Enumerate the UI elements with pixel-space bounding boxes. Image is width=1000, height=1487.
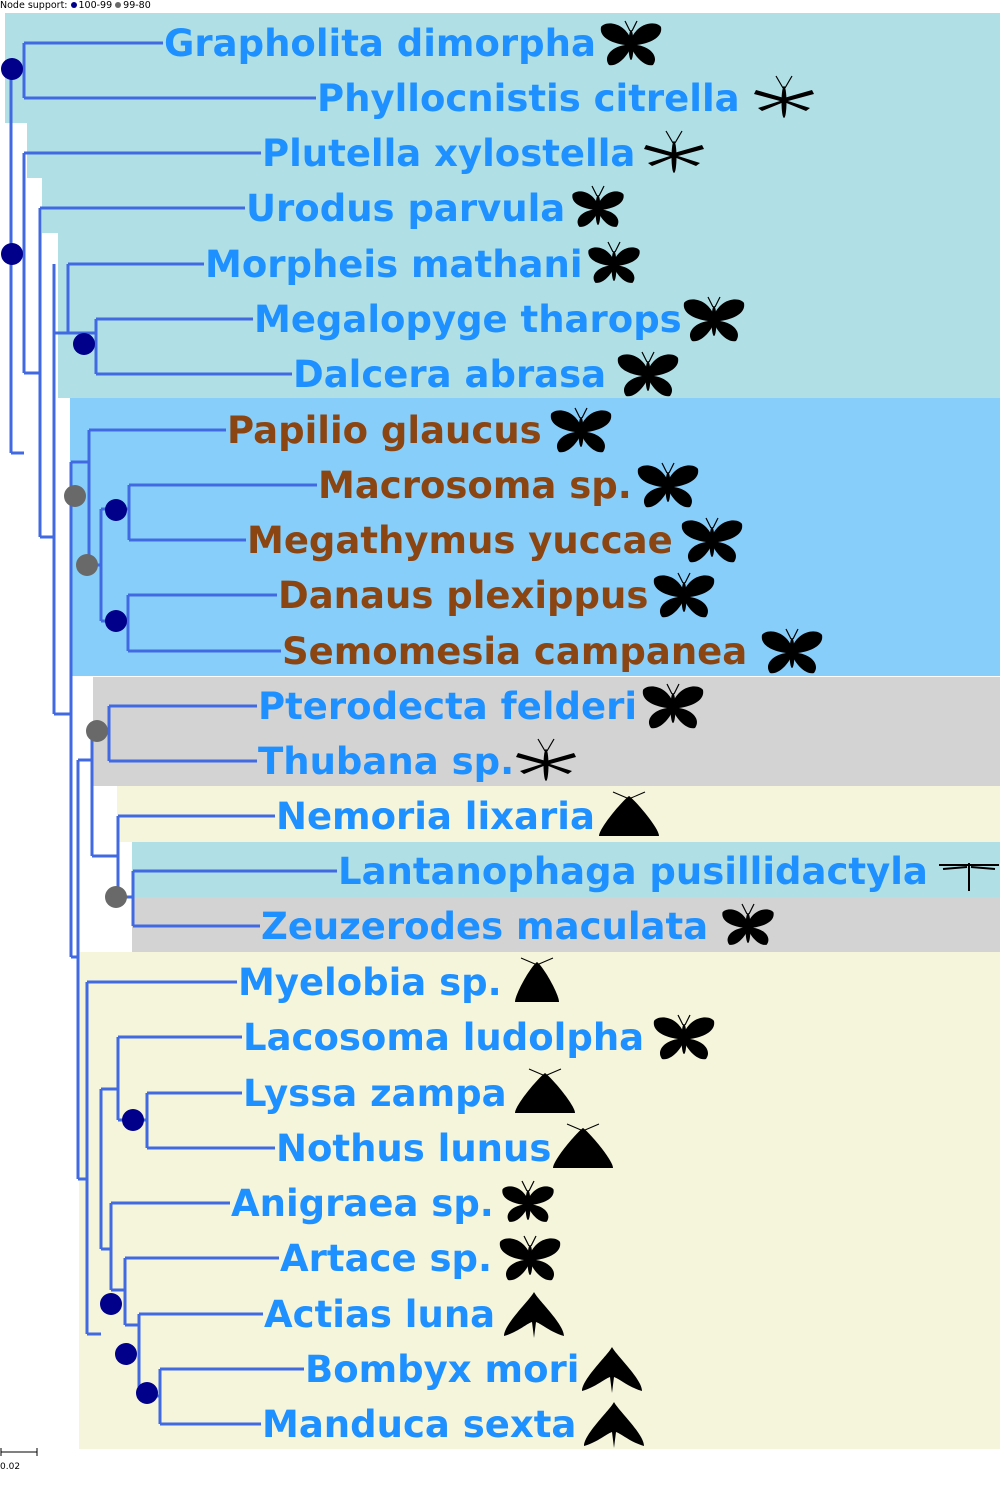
butterfly-silhouette-icon — [642, 683, 704, 729]
support-node-high-icon — [1, 243, 23, 265]
butterfly-silhouette-icon — [499, 1235, 561, 1281]
hawkmoth-silhouette-icon — [504, 1292, 564, 1338]
legend-mid-label: 99-80 — [123, 0, 151, 11]
taxon-label: Morpheis mathani — [205, 243, 583, 286]
legend-high-label: 100-99 — [78, 0, 113, 11]
moth-silhouette-icon — [502, 1180, 554, 1222]
support-node-high-icon — [136, 1382, 158, 1404]
taxon-label: Artace sp. — [280, 1237, 492, 1280]
taxon-label: Actias luna — [264, 1293, 495, 1336]
taxon-labels: Grapholita dimorpha Phyllocnistis citrell… — [164, 22, 928, 1446]
butterfly-silhouette-icon — [653, 572, 715, 618]
clade-bg-nemoria — [117, 786, 1000, 842]
taxon-label: Nemoria lixaria — [276, 795, 595, 838]
taxon-label: Bombyx mori — [305, 1348, 579, 1391]
support-nodes — [1, 58, 158, 1404]
butterfly-silhouette-icon — [761, 628, 823, 674]
support-node-high-icon — [73, 333, 95, 355]
triangle-moth-silhouette-icon — [599, 791, 659, 836]
butterfly-silhouette-icon — [681, 517, 743, 563]
butterfly-silhouette-icon — [600, 20, 662, 66]
slender-moth-silhouette-icon — [516, 738, 576, 781]
taxon-label: Plutella xylostella — [262, 132, 635, 175]
slender-moth-silhouette-icon — [644, 130, 704, 173]
taxon-label: Danaus plexippus — [278, 574, 648, 617]
taxon-label: Grapholita dimorpha — [164, 22, 596, 65]
taxon-label: Myelobia sp. — [238, 961, 502, 1004]
slender-moth-silhouette-icon — [754, 75, 814, 118]
legend-title: Node support: — [0, 0, 68, 11]
butterfly-silhouette-icon — [617, 351, 679, 397]
taxon-label: Zeuzerodes maculata — [261, 905, 708, 948]
support-node-mid-icon — [86, 720, 108, 742]
taxon-label: Manduca sexta — [262, 1403, 576, 1446]
resting-moth-silhouette-icon — [515, 957, 559, 1002]
taxon-label: Lacosoma ludolpha — [243, 1016, 644, 1059]
butterfly-silhouette-icon — [550, 407, 612, 453]
taxon-label: Phyllocnistis citrella — [317, 77, 740, 120]
taxon-silhouettes — [499, 20, 999, 1448]
taxon-label: Dalcera abrasa — [293, 353, 606, 396]
taxon-label: Lyssa zampa — [243, 1072, 507, 1115]
clade-bg-butterflies — [70, 398, 1000, 676]
support-node-mid-icon — [64, 485, 86, 507]
hawkmoth-silhouette-icon — [584, 1402, 644, 1448]
support-node-high-icon — [105, 499, 127, 521]
scale-bar-label: 0.02 — [0, 1462, 20, 1472]
triangle-moth-silhouette-icon — [553, 1123, 613, 1168]
legend-dot-high-icon — [70, 2, 77, 8]
support-node-high-icon — [1, 58, 23, 80]
taxon-label: Anigraea sp. — [231, 1182, 494, 1225]
butterfly-silhouette-icon — [653, 1014, 715, 1060]
hawkmoth-silhouette-icon — [582, 1347, 642, 1393]
clade-bg-basal — [5, 13, 1000, 398]
support-node-high-icon — [105, 610, 127, 632]
taxon-label: Megathymus yuccae — [247, 519, 673, 562]
clade-bg-zeuzerodes — [132, 897, 1000, 952]
triangle-moth-silhouette-icon — [515, 1068, 575, 1113]
node-support-legend: Node support: 100-99 99-80 — [0, 0, 151, 12]
butterfly-silhouette-icon — [637, 462, 699, 508]
taxon-label: Thubana sp. — [258, 740, 514, 783]
taxon-label: Macrosoma sp. — [318, 464, 632, 507]
taxon-label: Pterodecta felderi — [258, 685, 637, 728]
butterfly-silhouette-icon — [683, 296, 745, 342]
support-node-high-icon — [115, 1343, 137, 1365]
taxon-label: Papilio glaucus — [227, 409, 542, 452]
taxon-label: Urodus parvula — [246, 187, 565, 230]
taxon-label: Nothus lunus — [276, 1127, 551, 1170]
moth-silhouette-icon — [588, 241, 640, 283]
scale-bar: 0.02 — [0, 1448, 38, 1472]
support-node-high-icon — [100, 1293, 122, 1315]
legend-dot-mid-icon — [115, 2, 122, 8]
taxon-label: Semomesia campanea — [282, 630, 747, 673]
support-node-mid-icon — [105, 886, 127, 908]
taxon-label: Megalopyge tharops — [254, 298, 682, 341]
support-node-mid-icon — [76, 554, 98, 576]
moth-silhouette-icon — [722, 903, 774, 945]
moth-silhouette-icon — [572, 185, 624, 227]
support-node-high-icon — [122, 1109, 144, 1131]
taxon-label: Lantanophaga pusillidactyla — [338, 850, 928, 893]
plume-moth-silhouette-icon — [939, 863, 999, 891]
